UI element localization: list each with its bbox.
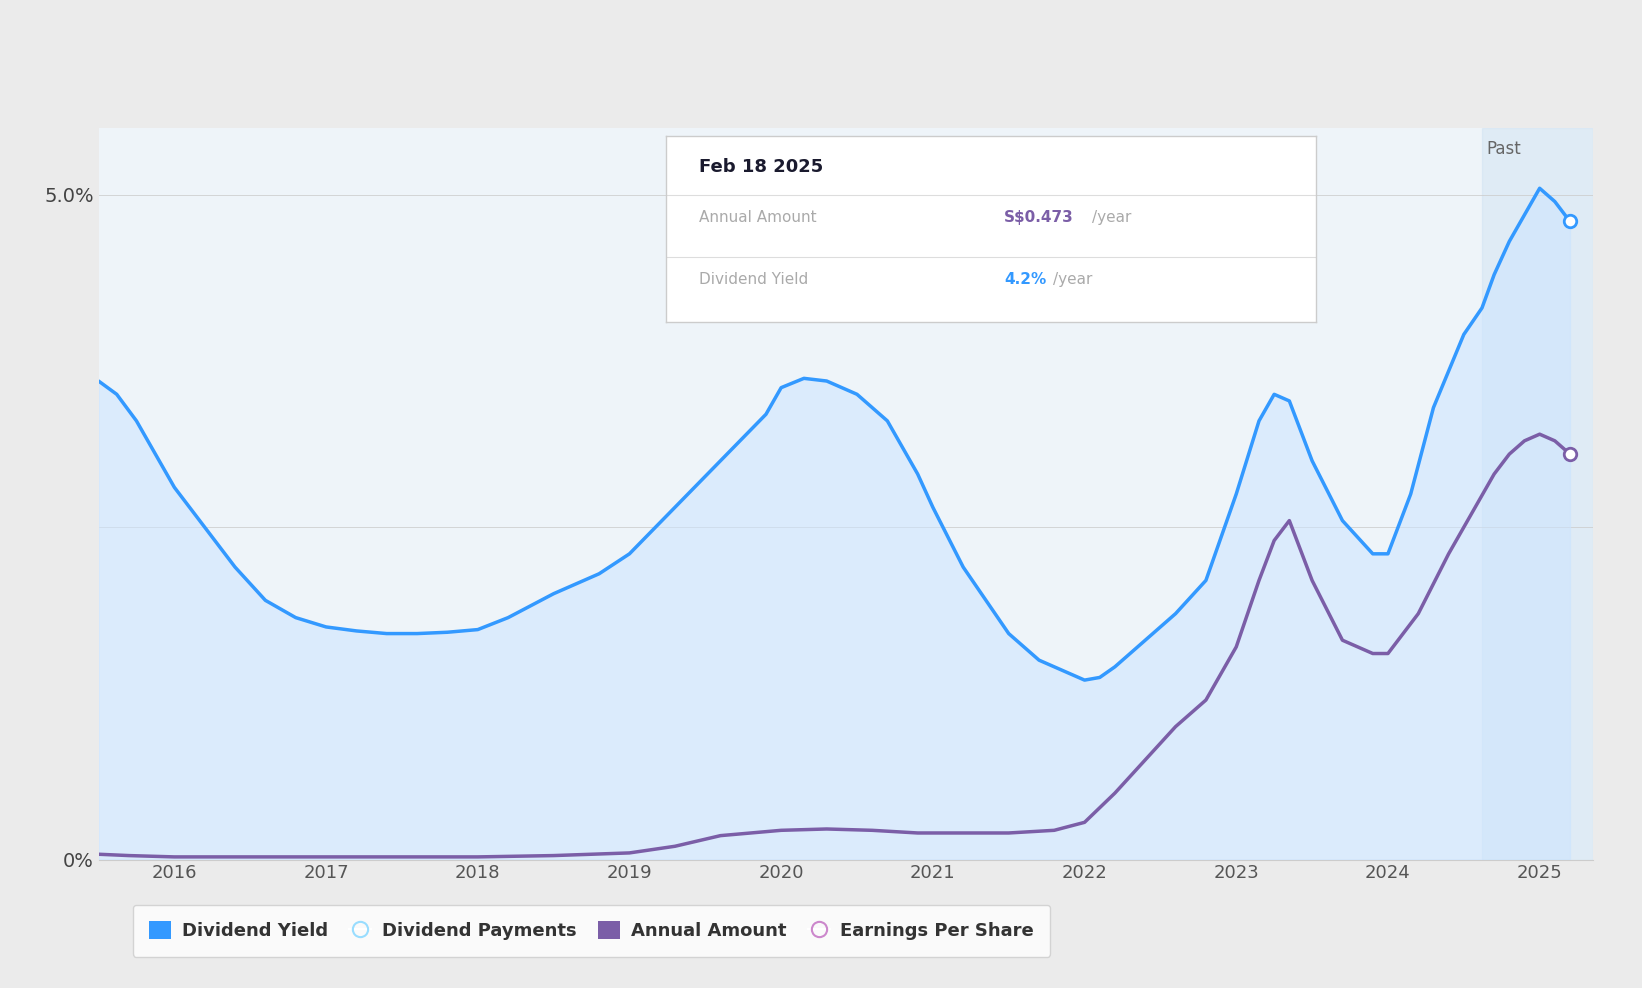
Legend: Dividend Yield, Dividend Payments, Annual Amount, Earnings Per Share: Dividend Yield, Dividend Payments, Annua… <box>133 905 1051 956</box>
Bar <box>1483 128 1593 860</box>
Text: Past: Past <box>1486 139 1520 158</box>
